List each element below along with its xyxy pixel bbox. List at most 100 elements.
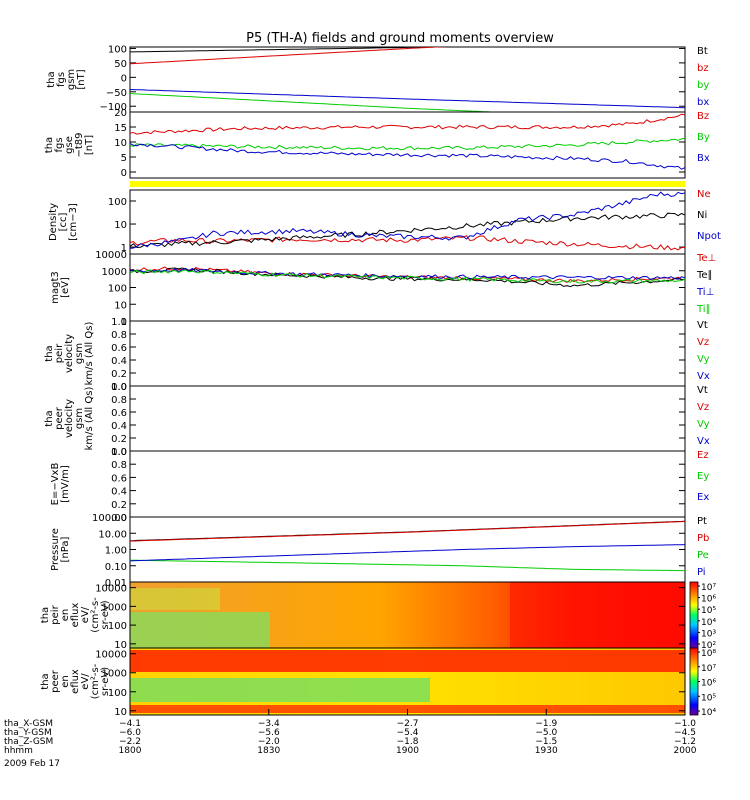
- y-axis-title: eflux: [70, 669, 81, 694]
- colorbar: [689, 581, 699, 649]
- panel-frame: [129, 253, 686, 322]
- y-axis-title: tha: [40, 673, 51, 689]
- legend-ey: Ey: [697, 471, 709, 482]
- panel-density: 100 10 1 Density [cc] [cm−3] Ne Ni Npot: [48, 189, 721, 255]
- legend-vy: Vy: [697, 354, 710, 365]
- panel-frame: [129, 450, 686, 518]
- legend-bt: Bt: [697, 46, 708, 57]
- y-axis-title: [mV/m]: [60, 465, 71, 503]
- y-tick-label: 0.10: [105, 562, 127, 573]
- legend-vz: Vz: [697, 402, 709, 413]
- y-axis-title: (cm²-s-: [90, 597, 101, 633]
- series-line-pe: [130, 559, 685, 572]
- y-tick-label: 0.6: [111, 343, 127, 354]
- x-row-value: −5.4: [397, 728, 419, 738]
- x-row-value: 1900: [396, 746, 419, 756]
- y-tick-label: 0.4: [111, 356, 127, 367]
- y-axis-title: en: [60, 675, 71, 688]
- y-axis-title: gsm: [66, 69, 77, 90]
- legend-vt: Vt: [697, 385, 708, 396]
- y-tick-label: 10: [114, 220, 127, 231]
- series-line-npot: [130, 191, 685, 249]
- series-line-bx: [130, 143, 685, 170]
- y-tick-label: 0.4: [111, 421, 127, 432]
- y-axis-title: [cc]: [58, 213, 69, 232]
- y-axis-title: sr-eV): [100, 667, 111, 696]
- legend-vx: Vx: [697, 436, 710, 447]
- y-tick-label: 0.8: [111, 330, 127, 341]
- y-tick-label: 0: [121, 73, 127, 84]
- legend-te: Te∥: [696, 270, 713, 281]
- y-axis-title: tha: [46, 71, 57, 87]
- legend-vx: Vx: [697, 371, 710, 382]
- x-row-value: −6.0: [119, 728, 141, 738]
- colorbar-label: 10⁵: [701, 693, 716, 703]
- y-tick-label: 5: [121, 153, 127, 164]
- spectrogram: [130, 648, 685, 715]
- y-tick-label: 10000: [95, 584, 127, 595]
- series-line-bt: [130, 47, 448, 53]
- panel-peer_velocity: 1.0 0.8 0.6 0.4 0.2 0.0 tha peer velocity gsm km/s…: [44, 382, 710, 458]
- x-row-value: −1.9: [535, 719, 557, 729]
- legend-ez: Ez: [697, 450, 709, 461]
- panel-frame: [129, 320, 686, 387]
- y-tick-label: 1.0: [111, 382, 127, 393]
- y-tick-label: 10: [114, 300, 127, 311]
- x-row-value: −1.2: [674, 737, 696, 747]
- series-line-ne: [130, 235, 685, 251]
- legend-te: Te⊥: [696, 253, 716, 264]
- y-tick-label: 0.8: [111, 460, 127, 471]
- y-tick-label: 100.00: [92, 513, 127, 524]
- legend-ni: Ni: [697, 210, 707, 221]
- y-tick-label: 1: [121, 243, 127, 254]
- series-line-te: [130, 266, 685, 283]
- legend-pb: Pb: [697, 533, 709, 544]
- y-axis-title: E=−VxB: [50, 463, 61, 506]
- panel-fgs_gsm: 100 50 0 −50 −100 tha fgs gsm [nT] Bt bz by bx: [46, 44, 709, 113]
- legend-bz: bz: [697, 63, 709, 74]
- y-axis-title: (cm²-s-: [90, 663, 101, 699]
- y-axis-title: eV/: [80, 606, 91, 623]
- colorbar-label: 10⁶: [701, 595, 716, 605]
- x-row-value: −2.0: [258, 737, 280, 747]
- series-line-by: [130, 93, 503, 112]
- y-axis-title: Pressure: [50, 528, 61, 571]
- panel-frame: [129, 516, 686, 583]
- y-tick-label: 15: [114, 123, 127, 134]
- y-axis-title: [nT]: [76, 69, 87, 89]
- series-line-ti: [130, 269, 685, 284]
- x-row-value: 2000: [674, 746, 697, 756]
- y-tick-label: 100: [108, 688, 127, 699]
- panel-peir_velocity: 1.0 0.8 0.6 0.4 0.2 0.0 tha peir velocity gsm km/s…: [44, 317, 710, 393]
- y-tick-label: 100: [108, 284, 127, 295]
- spectrogram: [130, 582, 685, 648]
- y-axis-title: fgs: [54, 137, 65, 152]
- x-row-value: −4.1: [119, 719, 141, 729]
- legend-npot: Npot: [697, 231, 721, 242]
- y-axis-title: tha: [44, 137, 55, 153]
- x-row-label: tha_X-GSM: [4, 719, 53, 729]
- legend-vt: Vt: [697, 320, 708, 331]
- series-line-bz: [130, 113, 685, 135]
- date-label: 2009 Feb 17: [4, 759, 60, 769]
- panel-peir_en_eflux: 10000 1000 100 10 tha peir en eflux eV/(cm²-s-sr…: [40, 581, 716, 651]
- panel-efield: 1.0 0.8 0.6 0.4 0.2 0.0 E=−VxB [mV/m] Ez Ey Ex: [50, 447, 709, 524]
- panel-frame: [129, 189, 686, 255]
- y-tick-label: 0.2: [111, 434, 127, 445]
- colorbar-label: 10⁷: [701, 583, 716, 593]
- y-tick-label: 0: [121, 168, 127, 179]
- y-axis-title: [nPa]: [60, 536, 71, 562]
- legend-bx: bx: [697, 97, 709, 108]
- panel-peer_en_eflux: 10000 1000 100 10 tha peer en eflux eV/(cm²-s-sr…: [40, 647, 716, 718]
- y-tick-label: 100: [108, 197, 127, 208]
- y-axis-title: peir: [50, 604, 61, 624]
- legend-ne: Ne: [697, 189, 711, 200]
- time-axis: tha_X-GSM −4.1 −3.4 −2.7 −1.9 −1.0 tha_Y-GSM −6…: [4, 709, 697, 769]
- y-axis-title: peer: [50, 669, 61, 693]
- legend-pt: Pt: [697, 516, 707, 527]
- y-tick-label: 0.0: [111, 447, 127, 458]
- y-tick-label: 1000: [102, 602, 127, 613]
- colorbar-label: 10⁴: [701, 618, 716, 628]
- colorbar-label: 10³: [701, 629, 716, 639]
